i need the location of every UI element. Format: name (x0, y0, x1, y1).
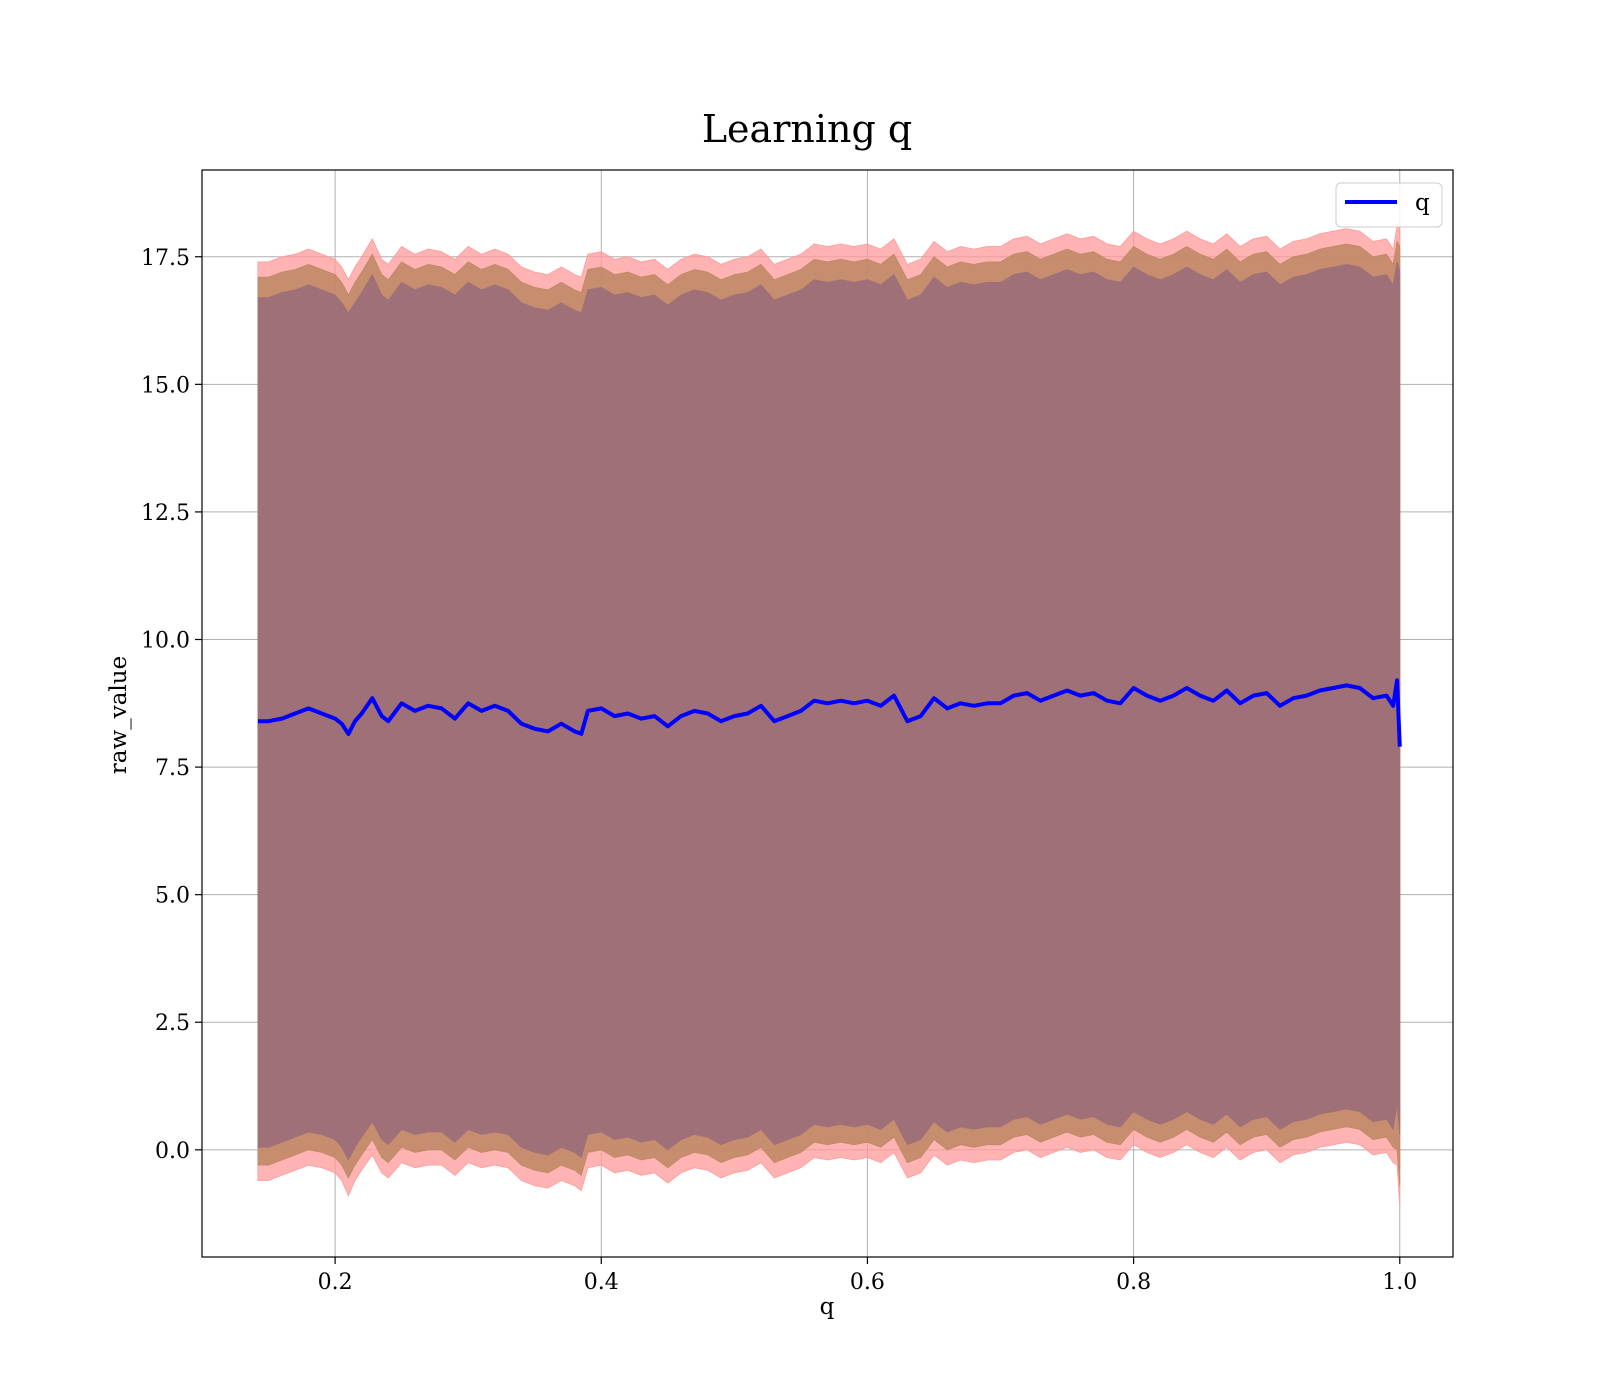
chart-title: Learning q (702, 107, 912, 151)
legend-label-q: q (1415, 190, 1430, 216)
legend-box (1335, 182, 1443, 228)
x-tick-label: 0.8 (1116, 1270, 1151, 1295)
x-axis-label: q (820, 1294, 835, 1320)
x-tick-label: 0.2 (318, 1270, 353, 1295)
y-tick-label: 7.5 (155, 756, 190, 781)
y-tick-label: 5.0 (155, 884, 190, 909)
y-tick-label: 17.5 (141, 246, 190, 271)
series-line-q (257, 678, 1402, 747)
plot-frame (201, 169, 1454, 1258)
x-axis-ticks: 0.2 0.4 0.6 0.8 1.0 (318, 1257, 1417, 1295)
series-lines (257, 678, 1402, 747)
y-tick-label: 15.0 (141, 373, 190, 398)
x-tick-label: 0.6 (850, 1270, 885, 1295)
x-tick-label: 1.0 (1382, 1270, 1417, 1295)
y-tick-label: 12.5 (141, 501, 190, 526)
x-tick-label: 0.4 (584, 1270, 619, 1295)
legend: q (1335, 182, 1443, 228)
y-axis-ticks: 0.0 2.5 5.0 7.5 10.0 12.5 15.0 17.5 (141, 246, 202, 1164)
y-tick-label: 0.0 (155, 1139, 190, 1164)
uncertainty-bands (257, 220, 1401, 1207)
y-tick-label: 2.5 (155, 1011, 190, 1036)
y-axis-label: raw_value (106, 656, 132, 774)
band-core (257, 261, 1401, 1161)
y-tick-label: 10.0 (141, 629, 190, 654)
